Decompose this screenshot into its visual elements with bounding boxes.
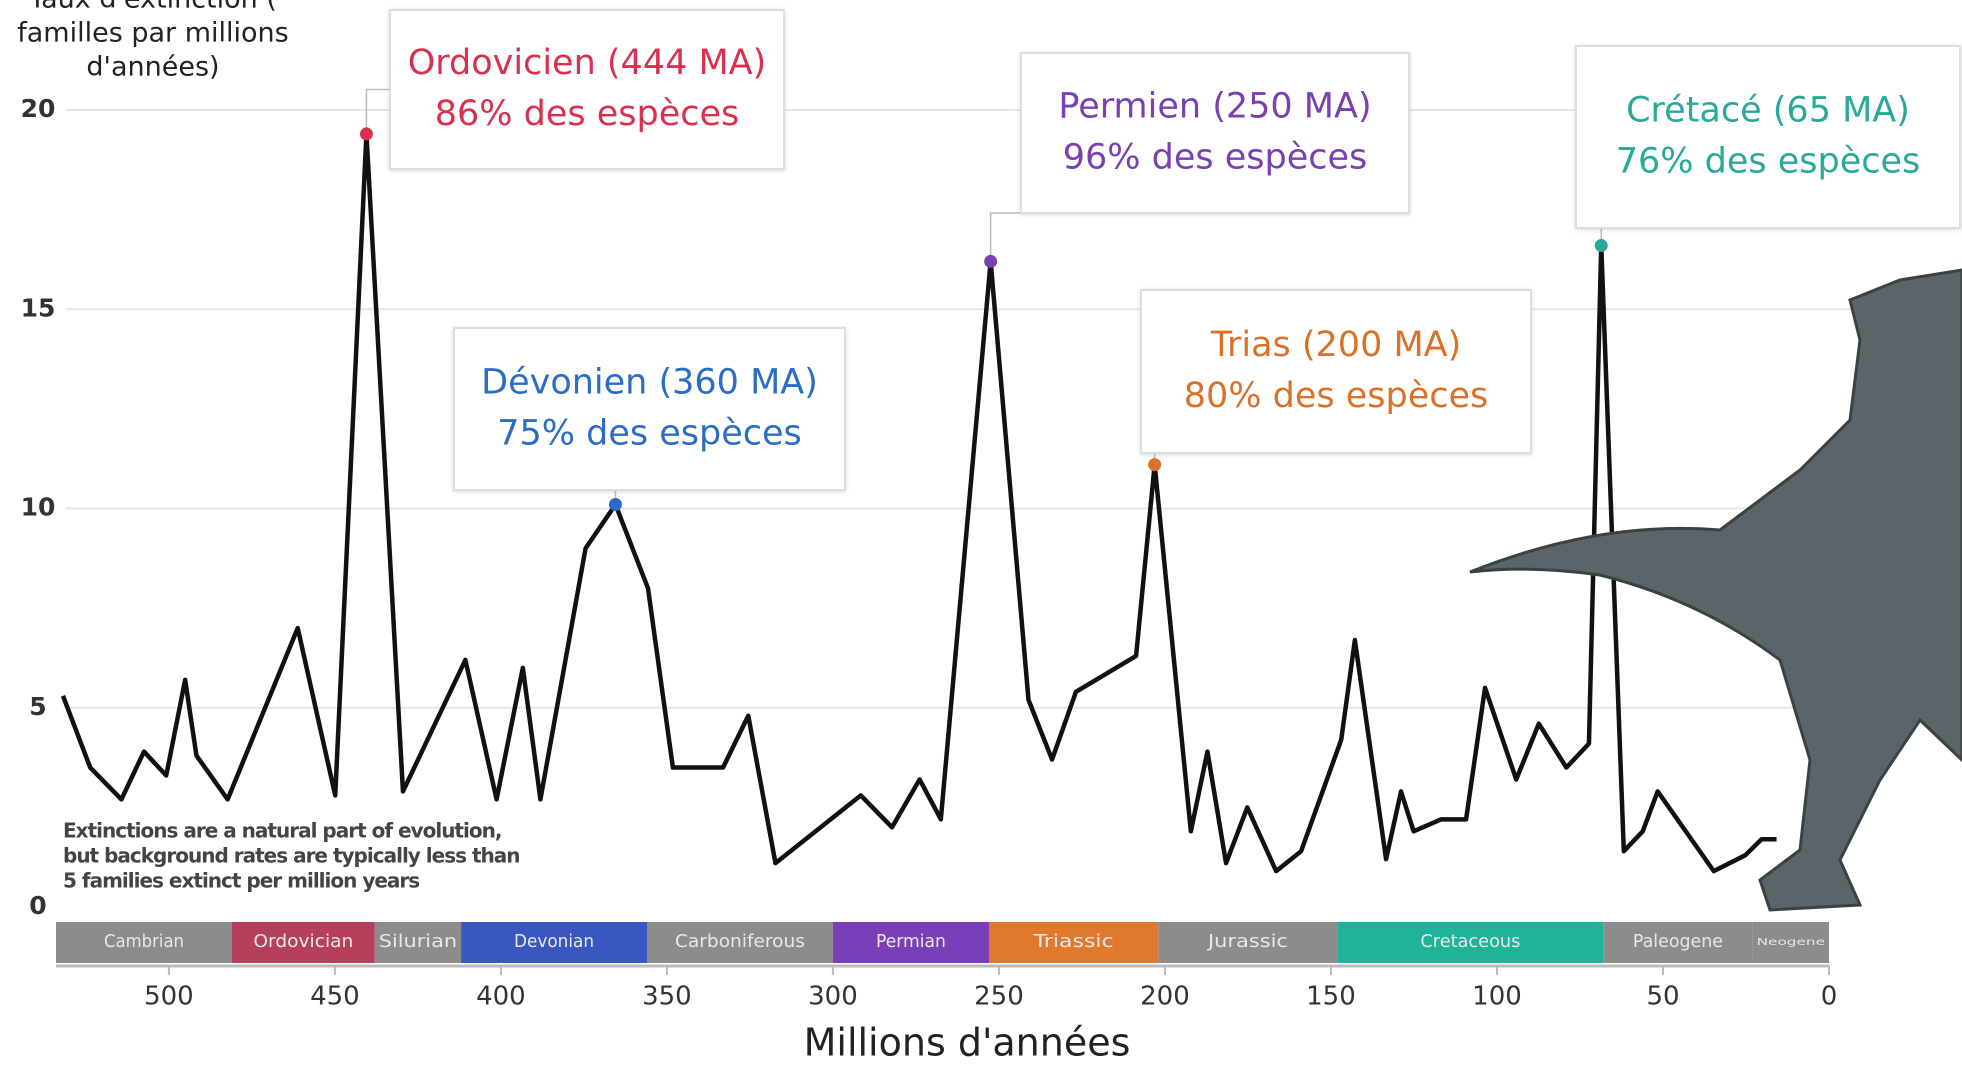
annotation-box <box>454 328 845 490</box>
x-tick-label: 100 <box>1472 982 1522 1012</box>
y-tick-label: 5 <box>29 692 46 721</box>
annotation-text: Dévonien (360 MA) <box>481 363 818 403</box>
y-tick-label: 15 <box>21 293 56 322</box>
annotation-dot <box>1148 458 1161 471</box>
period-label: Paleogene <box>1633 931 1723 952</box>
period-label: Triassic <box>1032 931 1113 952</box>
annotation-dot <box>360 127 373 140</box>
annotation-box <box>1141 290 1531 453</box>
x-tick-label: 400 <box>476 982 526 1012</box>
annotation-text: Ordovicien (444 MA) <box>408 43 767 83</box>
y-tick-label: 20 <box>21 94 56 123</box>
dinosaur <box>1470 270 1962 910</box>
annotation-text: Trias (200 MA) <box>1210 325 1462 365</box>
x-tick-label: 50 <box>1646 982 1679 1012</box>
annotation-dot <box>984 255 997 268</box>
connector <box>991 213 1021 261</box>
y-axis-title: Taux d'extinction ( <box>28 0 277 15</box>
page: Taux d'extinction ( familles par millions… <box>0 0 1962 1067</box>
note: but background rates are typically less … <box>63 844 520 868</box>
period-label: Jurassic <box>1207 931 1288 952</box>
x-tick-label: 250 <box>974 982 1024 1012</box>
x-tick-label: 500 <box>144 982 194 1012</box>
annotation-text: 75% des espèces <box>497 414 802 454</box>
period-label: Permian <box>876 931 946 952</box>
annotation-box <box>1021 53 1409 213</box>
y-tick-label: 0 <box>29 891 46 920</box>
annotation-box <box>1576 46 1960 228</box>
annotation-text: Permien (250 MA) <box>1058 87 1371 127</box>
y-axis-title: familles par millions <box>17 18 289 49</box>
note: Extinctions are a natural part of evolut… <box>63 819 501 843</box>
x-tick-label: 150 <box>1306 982 1356 1012</box>
x-axis-title: Millions d'années <box>804 1021 1131 1065</box>
period-label: Ordovician <box>253 931 353 952</box>
annotation-box <box>390 10 784 169</box>
x-tick-label: 0 <box>1821 982 1838 1012</box>
x-tick-label: 450 <box>310 982 360 1012</box>
annotation-text: Crétacé (65 MA) <box>1626 91 1910 131</box>
y-axis-title: d'années) <box>86 52 219 83</box>
annotation-dot <box>1595 239 1608 252</box>
period-label: Cambrian <box>104 931 184 952</box>
annotation-text: 96% des espèces <box>1063 138 1368 178</box>
y-tick-label: 10 <box>21 493 56 522</box>
connector <box>366 90 390 134</box>
period-label: Carboniferous <box>675 931 805 952</box>
chart: Taux d'extinction ( familles par millions… <box>0 0 1962 1067</box>
annotation-text: 76% des espèces <box>1616 142 1921 182</box>
period-label: Neogene <box>1757 937 1825 948</box>
period-label: Cretaceous <box>1420 931 1520 952</box>
note: 5 families extinct per million years <box>63 869 419 893</box>
data-line <box>63 134 1777 871</box>
x-tick-label: 200 <box>1140 982 1190 1012</box>
period-label: Silurian <box>379 931 457 952</box>
x-tick-label: 350 <box>642 982 692 1012</box>
period-label: Devonian <box>514 931 594 952</box>
annotation-text: 86% des espèces <box>435 94 740 134</box>
annotation-dot <box>609 498 622 511</box>
x-tick-label: 300 <box>808 982 858 1012</box>
annotation-text: 80% des espèces <box>1184 376 1489 416</box>
